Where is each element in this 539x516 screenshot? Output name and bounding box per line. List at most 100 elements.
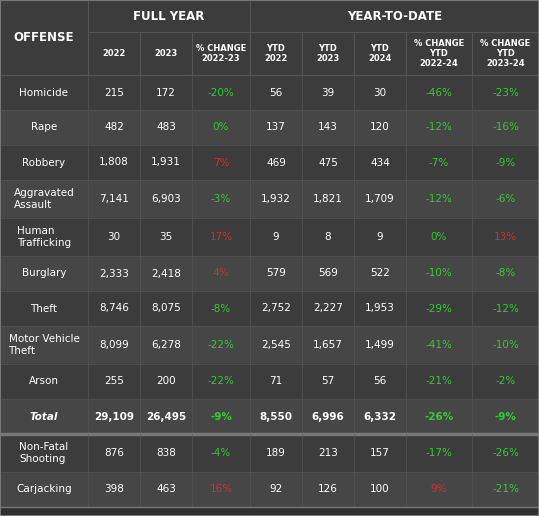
- Text: Non-Fatal
Shooting: Non-Fatal Shooting: [19, 442, 68, 464]
- Text: 398: 398: [104, 485, 124, 494]
- Bar: [0, 145, 539, 180]
- Text: 6,996: 6,996: [312, 411, 344, 422]
- Text: -12%: -12%: [426, 122, 452, 133]
- Text: -12%: -12%: [492, 303, 519, 314]
- Text: 8: 8: [324, 232, 331, 242]
- Text: -21%: -21%: [492, 485, 519, 494]
- Text: Human
Trafficking: Human Trafficking: [17, 226, 71, 248]
- Text: 126: 126: [318, 485, 338, 494]
- Text: -41%: -41%: [426, 340, 452, 350]
- Text: Homicide: Homicide: [19, 88, 68, 98]
- Text: 2,545: 2,545: [261, 340, 291, 350]
- Bar: [472, 32, 539, 75]
- Text: 26,495: 26,495: [146, 411, 186, 422]
- Text: 1,808: 1,808: [99, 157, 129, 168]
- Text: 39: 39: [321, 88, 335, 98]
- Text: -21%: -21%: [426, 377, 452, 386]
- Text: 200: 200: [156, 377, 176, 386]
- Text: -46%: -46%: [426, 88, 452, 98]
- Text: 522: 522: [370, 268, 390, 279]
- Bar: [302, 32, 354, 75]
- Text: 2,752: 2,752: [261, 303, 291, 314]
- Text: -10%: -10%: [492, 340, 519, 350]
- Text: YTD
2022: YTD 2022: [264, 44, 288, 63]
- Text: Carjacking: Carjacking: [16, 485, 72, 494]
- Bar: [0, 256, 539, 291]
- Text: 30: 30: [374, 88, 386, 98]
- Text: -20%: -20%: [208, 88, 234, 98]
- Text: 2,333: 2,333: [99, 268, 129, 279]
- Text: 8,746: 8,746: [99, 303, 129, 314]
- Text: 57: 57: [321, 377, 335, 386]
- Bar: [140, 32, 192, 75]
- Text: % CHANGE
2022-23: % CHANGE 2022-23: [196, 44, 246, 63]
- Text: -29%: -29%: [426, 303, 452, 314]
- Text: 29,109: 29,109: [94, 411, 134, 422]
- Bar: [0, 399, 539, 434]
- Text: 9: 9: [377, 232, 383, 242]
- Bar: [0, 180, 539, 218]
- Text: -16%: -16%: [492, 122, 519, 133]
- Text: 120: 120: [370, 122, 390, 133]
- Text: 8,550: 8,550: [259, 411, 293, 422]
- Bar: [0, 75, 539, 110]
- Bar: [0, 110, 539, 145]
- Text: 569: 569: [318, 268, 338, 279]
- Text: 6,903: 6,903: [151, 194, 181, 204]
- Text: -8%: -8%: [211, 303, 231, 314]
- Bar: [406, 32, 472, 75]
- Text: 469: 469: [266, 157, 286, 168]
- Text: 7,141: 7,141: [99, 194, 129, 204]
- Text: 1,953: 1,953: [365, 303, 395, 314]
- Text: -8%: -8%: [495, 268, 516, 279]
- Text: 71: 71: [270, 377, 282, 386]
- Bar: [0, 218, 539, 256]
- Text: 6,278: 6,278: [151, 340, 181, 350]
- Text: 876: 876: [104, 448, 124, 458]
- Text: 475: 475: [318, 157, 338, 168]
- Text: 0%: 0%: [213, 122, 229, 133]
- Text: % CHANGE
YTD
2022-24: % CHANGE YTD 2022-24: [414, 39, 464, 69]
- Bar: [354, 32, 406, 75]
- Text: 56: 56: [270, 88, 282, 98]
- Text: 143: 143: [318, 122, 338, 133]
- Text: 16%: 16%: [210, 485, 232, 494]
- Text: -6%: -6%: [495, 194, 516, 204]
- Bar: [0, 434, 539, 472]
- Text: 2,227: 2,227: [313, 303, 343, 314]
- Text: 9: 9: [273, 232, 279, 242]
- Text: -10%: -10%: [426, 268, 452, 279]
- Text: Arson: Arson: [29, 377, 59, 386]
- Bar: [192, 32, 250, 75]
- Text: 6,332: 6,332: [363, 411, 397, 422]
- Text: 2022: 2022: [102, 49, 126, 58]
- Text: 838: 838: [156, 448, 176, 458]
- Bar: [0, 291, 539, 326]
- Text: 35: 35: [160, 232, 172, 242]
- Bar: [0, 0, 539, 32]
- Text: Total: Total: [30, 411, 58, 422]
- Text: 92: 92: [270, 485, 282, 494]
- Text: -26%: -26%: [424, 411, 454, 422]
- Text: 157: 157: [370, 448, 390, 458]
- Text: OFFENSE: OFFENSE: [14, 31, 74, 44]
- Text: -22%: -22%: [208, 340, 234, 350]
- Text: -23%: -23%: [492, 88, 519, 98]
- Bar: [0, 364, 539, 399]
- Text: % CHANGE
YTD
2023-24: % CHANGE YTD 2023-24: [480, 39, 530, 69]
- Text: 1,657: 1,657: [313, 340, 343, 350]
- Text: 100: 100: [370, 485, 390, 494]
- Text: 172: 172: [156, 88, 176, 98]
- Text: -3%: -3%: [211, 194, 231, 204]
- Text: 482: 482: [104, 122, 124, 133]
- Text: 215: 215: [104, 88, 124, 98]
- Text: 30: 30: [107, 232, 121, 242]
- Text: -26%: -26%: [492, 448, 519, 458]
- Text: -9%: -9%: [495, 411, 516, 422]
- Text: Aggravated
Assault: Aggravated Assault: [13, 188, 74, 210]
- Bar: [0, 326, 539, 364]
- Text: 1,499: 1,499: [365, 340, 395, 350]
- Text: YTD
2024: YTD 2024: [368, 44, 392, 63]
- Bar: [250, 32, 302, 75]
- Text: -12%: -12%: [426, 194, 452, 204]
